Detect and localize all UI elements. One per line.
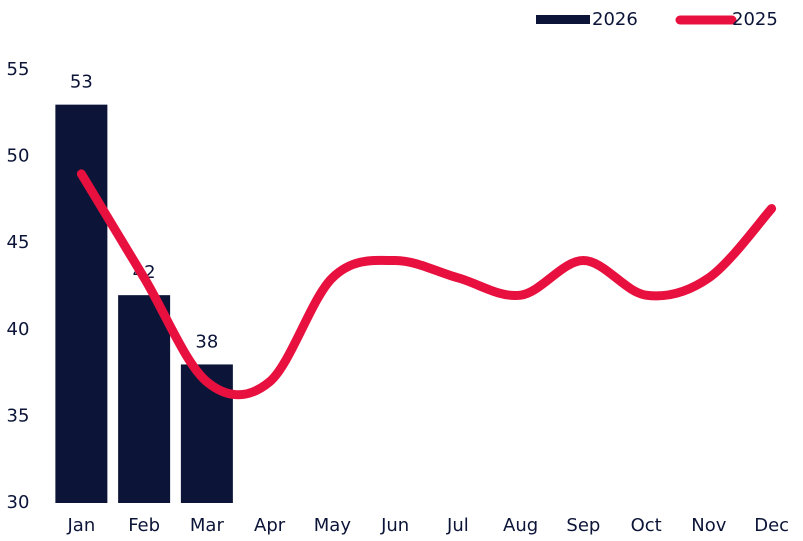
x-tick-label: Nov: [691, 515, 726, 536]
x-tick-label: Mar: [190, 515, 225, 536]
y-tick-label: 45: [7, 232, 30, 253]
x-tick-label: Apr: [254, 515, 286, 536]
y-tick-label: 50: [7, 146, 30, 167]
x-tick-label: Dec: [754, 515, 789, 536]
legend-label: 2026: [592, 9, 638, 30]
data-label: 53: [70, 72, 93, 93]
y-tick-label: 55: [7, 59, 30, 80]
x-tick-label: Feb: [128, 515, 160, 536]
x-tick-label: Jan: [67, 515, 96, 536]
bar: [55, 104, 108, 503]
x-tick-label: Sep: [566, 515, 600, 536]
x-tick-label: Aug: [503, 515, 538, 536]
legend-label: 2025: [732, 9, 778, 30]
y-tick-label: 30: [7, 492, 30, 513]
bar: [118, 295, 171, 503]
y-tick-label: 35: [7, 405, 30, 426]
x-tick-label: Jun: [380, 515, 409, 536]
x-tick-label: Oct: [631, 515, 662, 536]
data-label: 38: [195, 331, 218, 352]
line: [76, 169, 777, 400]
x-tick-label: Jul: [446, 515, 469, 536]
legend-swatch: [536, 15, 590, 24]
x-tick-label: May: [314, 515, 352, 536]
y-tick-label: 40: [7, 319, 30, 340]
